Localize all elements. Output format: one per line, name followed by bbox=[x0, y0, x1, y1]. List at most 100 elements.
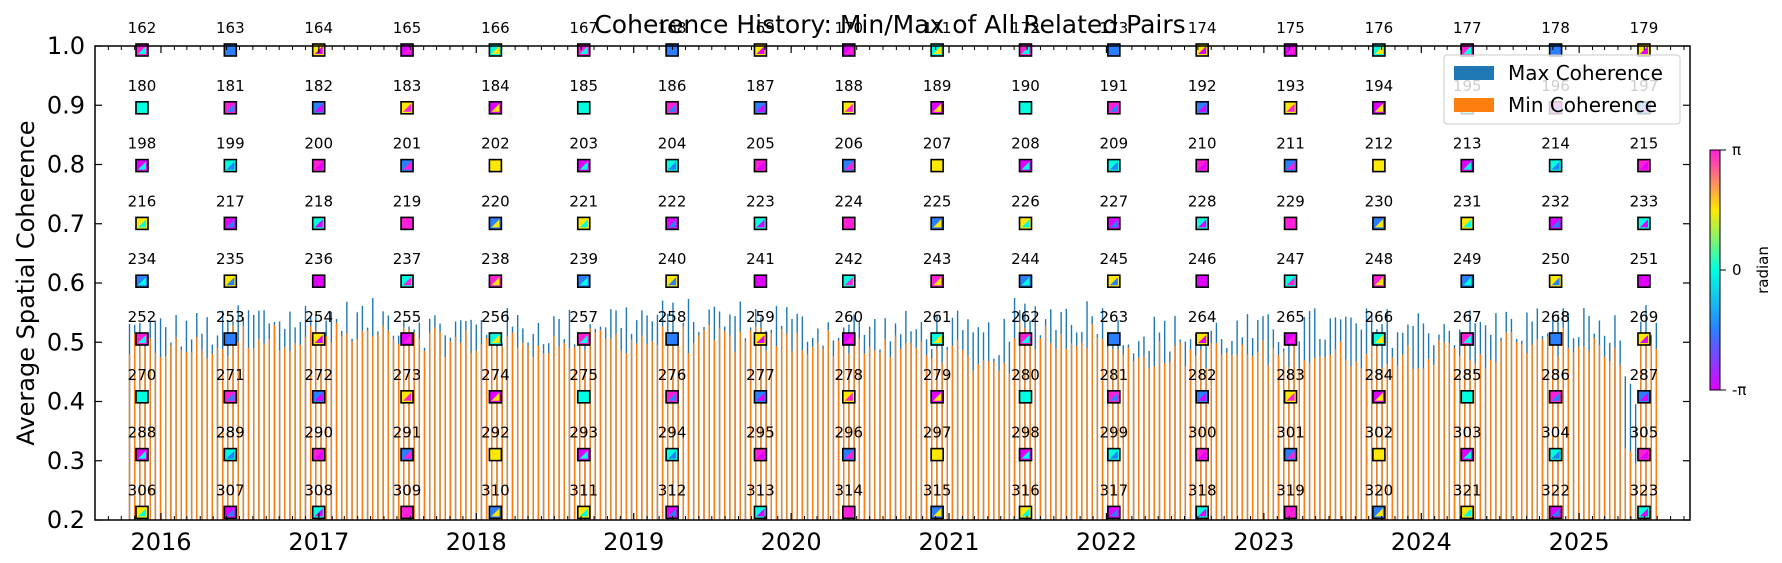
pair-number-label: 308 bbox=[304, 481, 333, 499]
pair-number-label: 191 bbox=[1100, 77, 1129, 95]
pair-thumbnail bbox=[576, 389, 591, 404]
thumbnail-fringe bbox=[491, 103, 500, 112]
pair-number-label: 212 bbox=[1365, 135, 1394, 153]
pair-thumbnail bbox=[1460, 389, 1475, 404]
pair-thumbnail bbox=[1548, 274, 1563, 289]
pair-number-label: 239 bbox=[569, 250, 598, 268]
pair-thumbnail bbox=[753, 216, 768, 231]
pair-number-label: 278 bbox=[834, 366, 863, 384]
pair-number-label: 301 bbox=[1276, 424, 1305, 442]
thumbnail-fringe bbox=[1286, 450, 1295, 459]
pair-thumbnail bbox=[1283, 274, 1298, 289]
thumbnail-fringe bbox=[491, 219, 500, 228]
pair-thumbnail bbox=[1018, 389, 1033, 404]
pair-number-label: 204 bbox=[658, 135, 687, 153]
thumbnail-fringe bbox=[226, 277, 235, 286]
thumbnail-fringe bbox=[138, 161, 146, 170]
thumbnail-fringe bbox=[579, 219, 588, 228]
thumbnail-fringe bbox=[1639, 219, 1648, 228]
pair-thumbnail bbox=[223, 447, 238, 462]
thumbnail-fringe bbox=[1198, 46, 1207, 54]
thumbnail-fringe bbox=[1639, 392, 1648, 401]
pair-number-label: 322 bbox=[1541, 481, 1570, 499]
colorbar-tick-label: -π bbox=[1732, 381, 1746, 399]
thumbnail-fringe bbox=[844, 277, 853, 286]
pair-thumbnail bbox=[400, 158, 414, 173]
x-tick-label: 2022 bbox=[1076, 528, 1137, 556]
x-tick-label: 2021 bbox=[918, 528, 979, 556]
pair-number-label: 267 bbox=[1453, 308, 1482, 326]
thumbnail-fringe bbox=[314, 392, 323, 401]
pair-thumbnail bbox=[1018, 505, 1033, 520]
x-tick-label: 2020 bbox=[761, 528, 822, 556]
chart-title: Coherence History: Min/Max of All Relate… bbox=[594, 10, 1185, 39]
pair-number-label: 175 bbox=[1276, 19, 1305, 37]
pair-thumbnail bbox=[1018, 332, 1033, 346]
pair-number-label: 237 bbox=[393, 250, 422, 268]
thumbnail-fringe bbox=[403, 508, 412, 517]
thumbnail-fringe bbox=[579, 450, 588, 459]
pair-thumbnail bbox=[930, 274, 944, 289]
thumbnail-fringe bbox=[1374, 335, 1383, 343]
pair-thumbnail bbox=[1018, 447, 1033, 462]
pair-number-label: 313 bbox=[746, 481, 775, 499]
colorbar-label: radian bbox=[1754, 246, 1772, 294]
thumbnail-fringe bbox=[226, 103, 235, 112]
pair-number-label: 232 bbox=[1541, 192, 1570, 210]
pair-number-label: 277 bbox=[746, 366, 775, 384]
thumbnail-fringe bbox=[1021, 219, 1030, 228]
y-tick-label: 0.9 bbox=[47, 91, 85, 119]
pair-thumbnail bbox=[1460, 447, 1475, 462]
pair-number-label: 218 bbox=[304, 192, 333, 210]
pair-number-label: 207 bbox=[923, 135, 952, 153]
pair-thumbnail bbox=[1460, 274, 1475, 289]
thumbnail-fringe bbox=[579, 508, 588, 517]
thumbnail-fringe bbox=[1021, 508, 1030, 517]
pair-thumbnail bbox=[1107, 332, 1121, 346]
pair-thumbnail bbox=[1018, 158, 1033, 173]
pair-thumbnail bbox=[576, 101, 591, 115]
pair-number-label: 310 bbox=[481, 481, 510, 499]
pair-thumbnail bbox=[753, 447, 768, 462]
pair-number-label: 208 bbox=[1011, 135, 1040, 153]
pair-thumbnail bbox=[400, 101, 414, 115]
thumbnail-fringe bbox=[403, 450, 412, 459]
thumbnail-fringe bbox=[491, 450, 500, 459]
y-tick-label: 0.3 bbox=[47, 447, 85, 475]
pair-number-label: 200 bbox=[304, 135, 333, 153]
pair-number-label: 170 bbox=[834, 19, 863, 37]
legend-label-min: Min Coherence bbox=[1508, 93, 1657, 117]
thumbnail-fringe bbox=[1551, 450, 1560, 459]
thumbnail-fringe bbox=[1374, 277, 1383, 286]
pair-thumbnail bbox=[1460, 332, 1475, 346]
pair-number-label: 295 bbox=[746, 424, 775, 442]
pair-thumbnail bbox=[400, 505, 414, 520]
thumbnail-fringe bbox=[1198, 508, 1207, 517]
thumbnail-fringe bbox=[314, 103, 323, 112]
thumbnail-fringe bbox=[1021, 103, 1030, 112]
thumbnail-fringe bbox=[1374, 508, 1383, 517]
thumbnail-fringe bbox=[1286, 335, 1295, 343]
pair-thumbnail bbox=[400, 216, 414, 231]
thumbnail-fringe bbox=[933, 103, 942, 112]
pair-thumbnail bbox=[1107, 447, 1121, 462]
thumbnail-fringe bbox=[933, 219, 942, 228]
pair-thumbnail bbox=[311, 101, 326, 115]
pair-number-label: 209 bbox=[1100, 135, 1129, 153]
pair-thumbnail bbox=[841, 505, 856, 520]
pair-thumbnail bbox=[1372, 216, 1386, 231]
pair-number-label: 299 bbox=[1100, 424, 1129, 442]
pair-number-label: 253 bbox=[216, 308, 245, 326]
pair-thumbnail bbox=[841, 216, 856, 231]
legend-swatch-max bbox=[1454, 66, 1494, 80]
pair-thumbnail bbox=[665, 158, 679, 173]
thumbnail-fringe bbox=[1109, 335, 1118, 343]
pair-thumbnail bbox=[1195, 389, 1209, 404]
thumbnail-fringe bbox=[1374, 46, 1383, 54]
pair-number-label: 187 bbox=[746, 77, 775, 95]
pair-thumbnail bbox=[1548, 216, 1563, 231]
x-tick-label: 2019 bbox=[603, 528, 664, 556]
pair-number-label: 166 bbox=[481, 19, 510, 37]
thumbnail-fringe bbox=[1374, 219, 1383, 228]
pair-thumbnail bbox=[1283, 332, 1298, 346]
